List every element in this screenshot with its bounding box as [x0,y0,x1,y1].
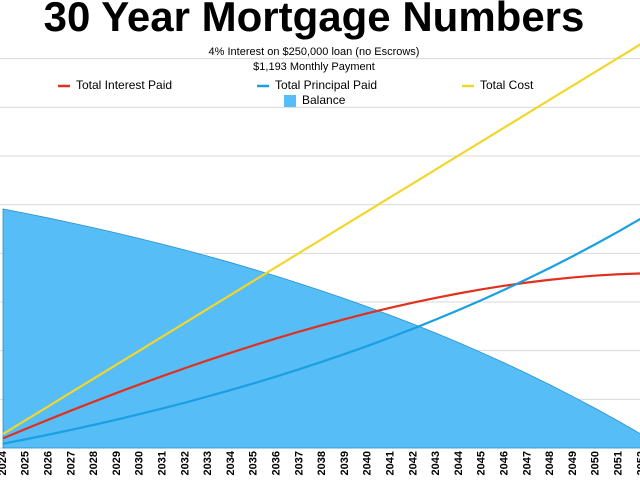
x-tick-label: 2031 [157,451,169,475]
x-tick-label: 2030 [134,451,146,475]
x-tick-label: 2025 [20,451,32,475]
x-axis: 2024 2025 2026 2027 2028 2029 2030 2031 2032 2033… [0,450,640,475]
x-tick-label: 2043 [430,451,442,475]
legend-label: Balance [302,93,346,107]
legend-label: Total Interest Paid [76,78,172,92]
x-tick-label: 2046 [499,451,511,475]
x-tick-label: 2032 [179,451,191,475]
area [2,208,640,449]
x-tick-label: 2042 [407,451,419,475]
chart-title: 30 Year Mortgage Numbers [44,0,585,40]
x-tick-label: 2049 [567,451,579,475]
title-backdrop [0,0,640,42]
legend-swatch [284,95,296,107]
legend: Total Interest Paid Total Principal Paid T… [58,78,534,107]
legend-label: Total Principal Paid [275,78,377,92]
x-tick-label: 2041 [385,451,397,475]
x-tick-label: 2045 [476,451,488,475]
x-tick-label: 2048 [544,451,556,475]
x-tick-label: 2051 [613,451,625,475]
x-tick-label: 2038 [316,451,328,475]
x-tick-label: 2035 [248,451,260,475]
x-tick-label: 2024 [0,450,9,475]
x-tick-label: 2037 [293,451,305,475]
x-tick-label: 2050 [590,451,602,475]
chart-subtitle: $1,193 Monthly Payment [253,61,375,73]
line [2,43,640,435]
x-tick-label: 2047 [521,451,533,475]
x-tick-label: 2039 [339,451,351,475]
x-tick-label: 2052 [635,451,640,475]
line [2,217,640,445]
x-tick-label: 2033 [202,451,214,475]
chart-subtitle: 4% Interest on $250,000 loan (no Escrows… [209,46,420,58]
x-tick-label: 2027 [65,451,77,475]
x-tick-label: 2044 [453,450,465,475]
x-tick-label: 2026 [43,451,55,475]
x-tick-label: 2040 [362,451,374,475]
legend-label: Total Cost [480,78,534,92]
x-tick-label: 2036 [271,451,283,475]
x-tick-label: 2034 [225,450,237,475]
line [2,272,640,440]
x-tick-label: 2028 [88,451,100,475]
marks [2,43,640,449]
x-tick-label: 2029 [111,451,123,475]
